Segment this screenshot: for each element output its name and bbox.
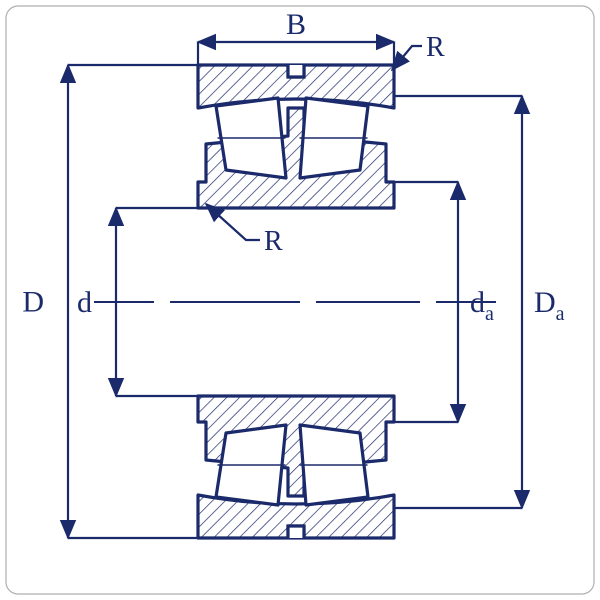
- dim-d: d: [77, 286, 92, 319]
- leader-R-inner: R: [264, 226, 283, 257]
- leader-R-top: R: [426, 32, 445, 63]
- dim-D: D: [22, 286, 44, 319]
- bearing-tech-drawing: Dd da Da B R R: [0, 0, 600, 600]
- dim-B: B: [286, 8, 306, 41]
- dim-da: da: [470, 286, 494, 325]
- dim-Da: Da: [534, 286, 565, 325]
